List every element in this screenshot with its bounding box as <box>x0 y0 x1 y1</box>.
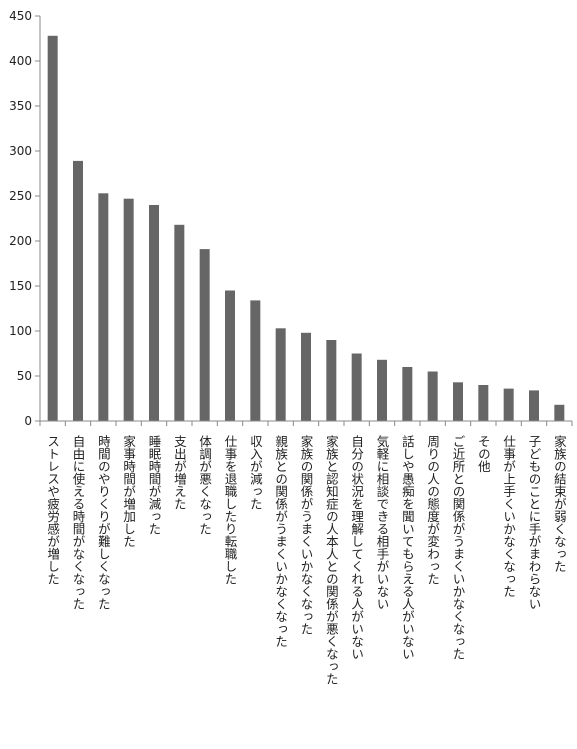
x-category-label: 周りの人の態度が変わった <box>425 435 440 585</box>
bar <box>503 388 514 421</box>
y-tick-label: 200 <box>9 234 32 248</box>
x-category-label: 家族の関係がうまくいかなくなった <box>299 434 314 635</box>
y-tick-label: 250 <box>9 189 32 203</box>
bars <box>47 35 565 422</box>
bar <box>377 359 387 421</box>
bar <box>149 205 159 421</box>
x-category-label: その他 <box>476 435 491 473</box>
x-category-label: 自由に使える時間がなくなった <box>71 435 86 610</box>
bar <box>554 404 565 421</box>
y-tick-label: 450 <box>9 9 32 23</box>
bar <box>225 290 235 421</box>
bar <box>73 160 83 421</box>
x-category-label: 気軽に相談できる相手がいない <box>375 434 390 610</box>
x-category-label: 体調が悪くなった <box>197 435 212 535</box>
x-category-label: 仕事を退職したり転職した <box>223 435 238 585</box>
bar <box>98 193 109 421</box>
x-category-label: 収入が減った <box>248 435 263 510</box>
bar <box>123 198 134 421</box>
bar <box>351 353 362 421</box>
x-category-label: 時間のやりくりが難しくなった <box>96 435 111 610</box>
x-category-label: 話しや愚痴を聞いてもらえる人がいない <box>400 434 415 660</box>
y-tick-label: 400 <box>9 54 32 68</box>
x-category-label: 家事時間が増加した <box>121 434 136 548</box>
x-category-label: 家族の結束が弱くなった <box>552 434 567 573</box>
x-category-label: 支出が増えた <box>172 435 187 510</box>
y-tick-label: 0 <box>24 414 32 428</box>
y-axis: 0 50 100 150 200 250 300 350 400 450 <box>9 9 41 428</box>
y-tick-label: 100 <box>9 324 32 338</box>
bar <box>453 382 463 421</box>
y-tick-label: 150 <box>9 279 32 293</box>
bar <box>301 332 311 421</box>
bar <box>427 371 438 421</box>
x-category-label: 仕事が上手くいかなくなった <box>501 435 516 598</box>
bar <box>529 390 539 421</box>
bar <box>47 35 58 422</box>
bar <box>275 328 286 421</box>
x-category-label: 親族との関係がうまくいかなくなった <box>273 435 288 648</box>
bar <box>250 300 261 421</box>
y-tick-label: 300 <box>9 144 32 158</box>
x-category-label: 子どものことに手がまわらない <box>527 435 542 610</box>
bar <box>174 224 185 421</box>
x-category-label: 睡眠時間が減った <box>147 435 162 535</box>
x-axis: ストレスや疲労感が増した 自由に使える時間がなくなった 時間のやりくりが難しくなった… <box>39 420 573 685</box>
bar <box>199 249 210 421</box>
bar <box>326 340 337 421</box>
x-category-label: ご近所との関係がうまくいかなくなった <box>451 435 466 660</box>
y-tick-label: 350 <box>9 99 32 113</box>
x-category-label: 家族と認知症の人本人との関係が悪くなった <box>324 434 339 685</box>
bar <box>402 367 413 421</box>
x-category-label: 自分の状況を理解してくれる人がいない <box>349 435 364 660</box>
x-category-label: ストレスや疲労感が増した <box>45 435 60 585</box>
y-tick-label: 50 <box>17 369 32 383</box>
bar <box>478 385 489 421</box>
